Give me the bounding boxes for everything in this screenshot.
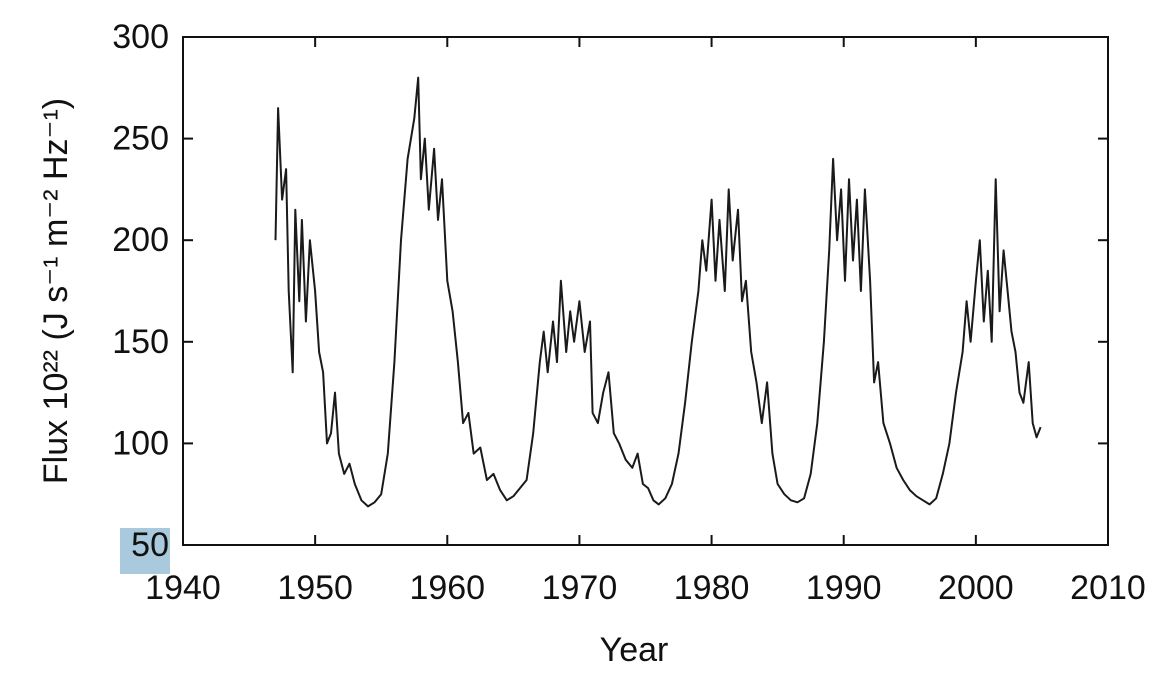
- y-axis-label: Flux 10²² (J s⁻¹ m⁻² Hz⁻¹): [37, 98, 75, 484]
- x-tick-label: 1990: [806, 569, 882, 607]
- y-tick-label: 300: [112, 18, 169, 56]
- y-tick-label: 150: [112, 323, 169, 361]
- x-tick-label: 1950: [277, 569, 353, 607]
- x-tick-label: 1970: [542, 569, 618, 607]
- x-tick-label: 1980: [674, 569, 750, 607]
- x-axis-label: Year: [600, 631, 669, 669]
- x-tick-label: 2000: [938, 569, 1014, 607]
- y-tick-label: 100: [112, 424, 169, 462]
- y-tick-label: 250: [112, 120, 169, 158]
- x-tick-label: 2010: [1070, 569, 1146, 607]
- x-tick-label: 1940: [145, 569, 221, 607]
- flux-line: [274, 76, 1042, 508]
- y-tick-label: 50: [131, 526, 169, 564]
- x-tick-label: 1960: [409, 569, 485, 607]
- selection-highlight: [120, 528, 170, 574]
- plot-frame: [182, 36, 1109, 546]
- y-tick-label: 200: [112, 221, 169, 259]
